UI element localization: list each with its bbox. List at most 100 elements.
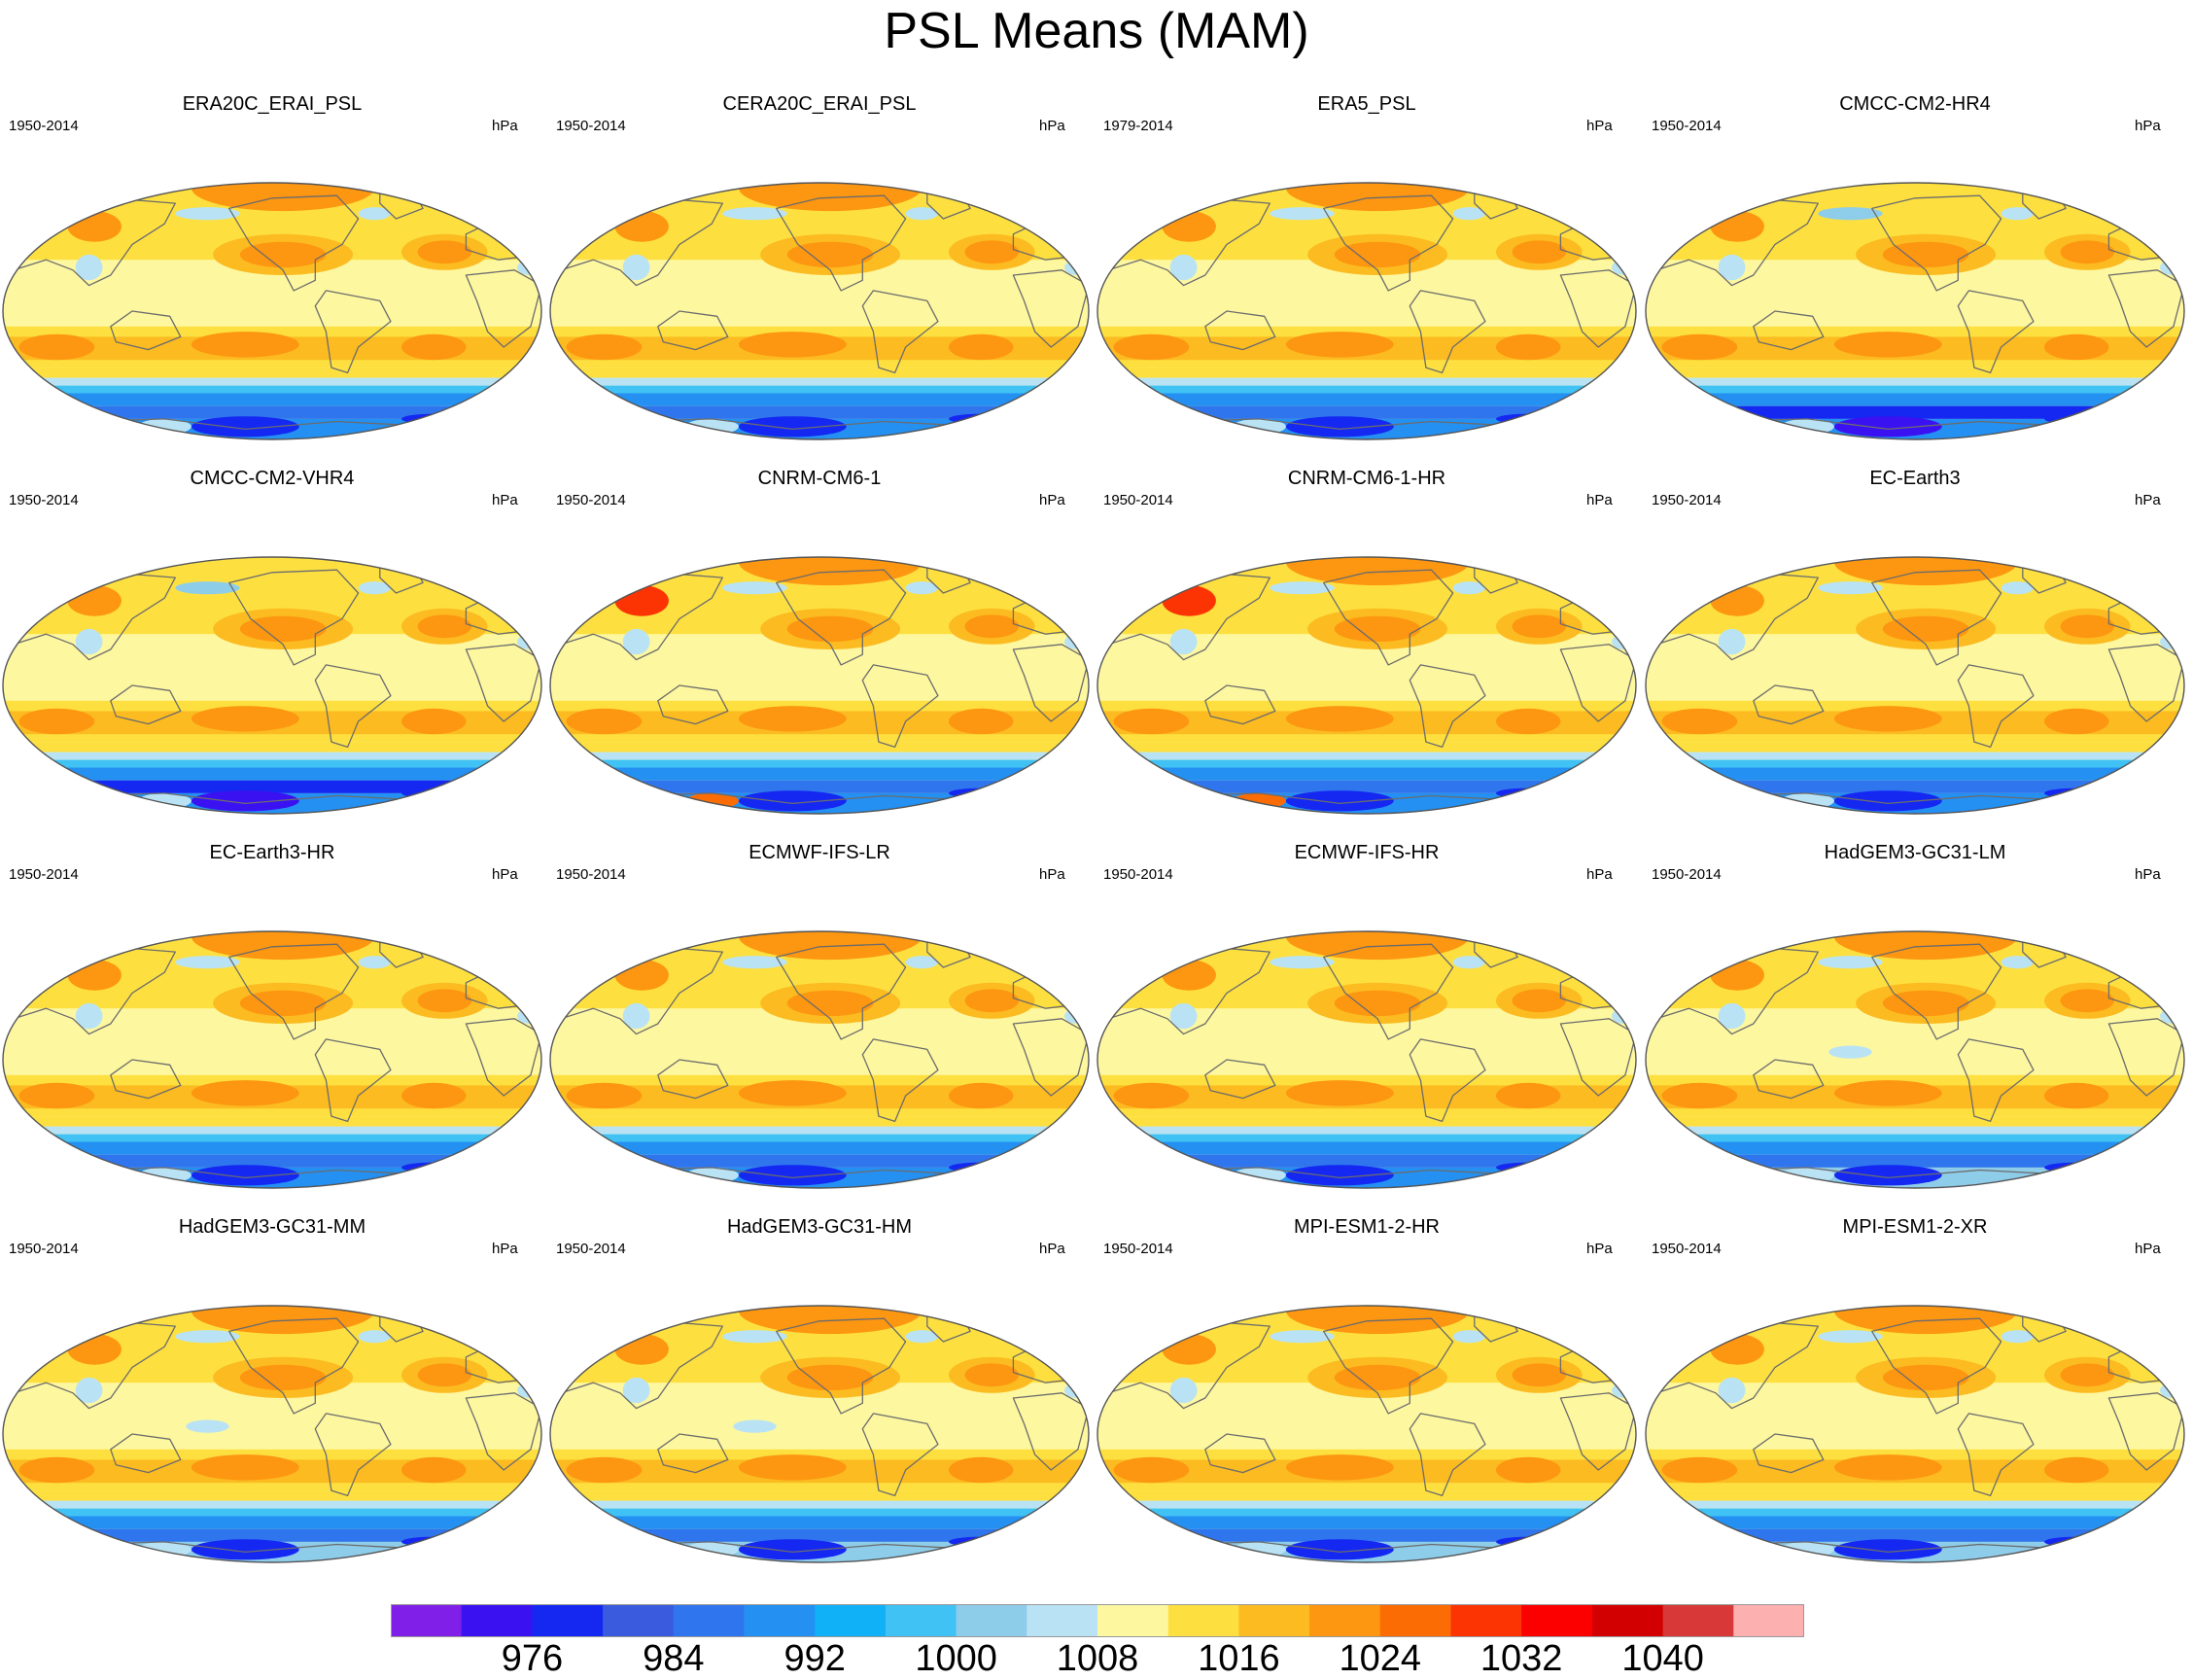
siberian-high [614, 1334, 669, 1365]
colorbar-swatch [744, 1604, 816, 1637]
africa-coastline [1012, 269, 1089, 348]
psl-field [1097, 1306, 1636, 1562]
arctic-high [1285, 557, 1470, 586]
psl-field [3, 183, 541, 439]
south-america-coastline [861, 1413, 939, 1497]
amundsen-low [738, 1165, 847, 1186]
colorbar-label: 992 [783, 1638, 846, 1679]
southern-ocean-band-4 [3, 780, 541, 793]
north-america-coastline [776, 194, 907, 292]
panel-years: 1950-2014 [9, 492, 79, 508]
south-asia-low [622, 254, 650, 281]
australia-coastline [1753, 1433, 1825, 1474]
panel-years: 1950-2014 [556, 492, 626, 508]
south-pacific-high [738, 1080, 847, 1106]
aleutian-low [1270, 956, 1335, 969]
siberian-high [67, 1334, 122, 1365]
amundsen-low [1285, 416, 1394, 438]
panel-years: 1950-2014 [9, 1241, 79, 1257]
panel-title: HadGEM3-GC31-HM [726, 1216, 913, 1238]
south-asia-low [1718, 1377, 1746, 1404]
southern-ocean-band-1 [1097, 377, 1636, 386]
panel-years: 1950-2014 [556, 118, 626, 134]
panel-years: 1950-2014 [1103, 866, 1173, 883]
africa-coastline [1012, 1392, 1089, 1471]
southern-ocean-band-1 [3, 1500, 541, 1509]
southern-ocean-band-2 [550, 1508, 1089, 1517]
map-panel: EC-Earth3 1950-2014 hPa [1643, 466, 2187, 823]
north-pacific-high [1882, 990, 1969, 1017]
colorbar [391, 1604, 1804, 1637]
map-border [1096, 556, 1637, 815]
map-border [2, 930, 542, 1189]
southern-ocean-band-2 [1097, 759, 1636, 768]
southern-ocean-band-4 [1646, 1154, 2184, 1168]
map-panel: MPI-ESM1-2-HR 1950-2014 hPa [1095, 1214, 1639, 1572]
south-atlantic-high [401, 1082, 467, 1109]
aleutian-low [175, 581, 240, 595]
psl-map [549, 556, 1090, 815]
south-pacific-high [191, 1080, 299, 1106]
south-indian-high [18, 1456, 95, 1484]
icelandic-low [358, 207, 391, 221]
south-atlantic-high [949, 1082, 1014, 1109]
southern-ocean-band-4 [1097, 780, 1636, 793]
southern-ocean-band-2 [1097, 1508, 1636, 1517]
south-america-coastline [314, 1413, 392, 1497]
southern-ocean-band-1 [3, 1126, 541, 1135]
aleutian-low [1818, 207, 1883, 221]
southern-ocean-band-2 [3, 385, 541, 394]
south-indian-high [1661, 1456, 1738, 1484]
panel-units: hPa [492, 866, 518, 883]
south-atlantic-high [2044, 1456, 2109, 1484]
south-pacific-high [738, 332, 847, 358]
north-america-coastline [228, 943, 360, 1040]
southern-ocean-band-1 [1646, 1500, 2184, 1509]
map-panel: ECMWF-IFS-LR 1950-2014 hPa [547, 840, 1092, 1198]
north-pacific-high [1334, 615, 1421, 643]
south-asia-low [622, 628, 650, 655]
south-indian-high [566, 708, 643, 735]
south-indian-high [1113, 708, 1190, 735]
south-asia-low [75, 628, 103, 655]
colorbar-swatch [1097, 1604, 1169, 1637]
colorbar-frame [391, 1604, 1804, 1637]
southern-transition-band [1646, 368, 2184, 378]
weddell-low [401, 1162, 467, 1173]
colorbar-swatch [1450, 1604, 1522, 1637]
south-asia-low [622, 1002, 650, 1030]
australia-coastline [1204, 1059, 1276, 1100]
panel-years: 1950-2014 [1103, 492, 1173, 508]
south-pacific-high [1833, 1454, 1942, 1481]
southern-transition-band [3, 742, 541, 752]
colorbar-swatch [532, 1604, 604, 1637]
siberian-high [614, 585, 669, 616]
australia-coastline [657, 1433, 729, 1474]
south-america-coastline [1409, 1413, 1486, 1497]
map-border [1096, 182, 1637, 440]
map-panel: CNRM-CM6-1-HR 1950-2014 hPa [1095, 466, 1639, 823]
panel-title: CNRM-CM6-1 [757, 468, 882, 489]
southern-ocean-band-2 [3, 759, 541, 768]
siberian-high [1162, 1334, 1216, 1365]
north-america-coastline [228, 569, 360, 666]
southern-ocean-band-1 [1097, 1126, 1636, 1135]
psl-map [549, 182, 1090, 440]
south-pacific-high [191, 332, 299, 358]
southern-ocean-band-3 [550, 1141, 1089, 1155]
panel-units: hPa [492, 1241, 518, 1257]
psl-map [1645, 556, 2185, 815]
azores-high [964, 240, 1019, 264]
south-indian-high [1113, 333, 1190, 361]
panel-units: hPa [492, 492, 518, 508]
southern-ocean-band-2 [550, 385, 1089, 394]
map-panel: ERA5_PSL 1979-2014 hPa [1095, 91, 1639, 449]
weddell-low [949, 413, 1014, 425]
colorbar-swatch [1309, 1604, 1381, 1637]
aleutian-low [722, 581, 787, 595]
south-asia-low [75, 1002, 103, 1030]
south-america-coastline [1957, 1413, 2035, 1497]
psl-map [1096, 1305, 1637, 1563]
arctic-high [191, 1306, 375, 1335]
south-america-coastline [861, 664, 939, 749]
